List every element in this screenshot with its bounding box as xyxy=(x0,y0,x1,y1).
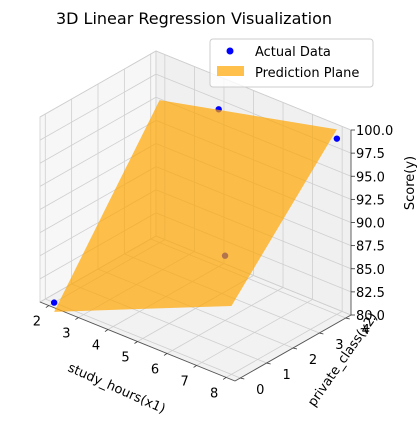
legend-label-prediction-plane: Prediction Plane xyxy=(255,66,359,81)
x-tick-mark xyxy=(222,377,227,380)
x-tick-mark xyxy=(104,329,109,332)
plot-content xyxy=(50,100,341,312)
y-tick-label: 4 xyxy=(362,323,370,338)
legend: Actual Data Prediction Plane xyxy=(209,38,374,88)
y-tick-label: 2 xyxy=(309,353,317,368)
y-tick-label: 1 xyxy=(282,368,290,383)
z-tick-label: 95.0 xyxy=(356,170,385,185)
y-tick-mark xyxy=(345,317,350,320)
z-gridline-left xyxy=(39,50,157,118)
x-tick-label: 3 xyxy=(62,327,70,342)
z-gridline-left xyxy=(39,96,157,164)
z-gridline-left xyxy=(39,73,157,141)
legend-marker-actual-data xyxy=(226,47,234,55)
x-tick-mark xyxy=(163,353,168,356)
x-tick-mark xyxy=(75,317,79,320)
z-tick-label: 97.5 xyxy=(356,147,385,162)
z-tick-label: 80.0 xyxy=(356,309,385,324)
prediction-plane xyxy=(54,100,337,312)
z-tick-label: 100.0 xyxy=(356,124,393,139)
z-tick-label: 82.5 xyxy=(356,286,385,301)
data-point xyxy=(50,299,58,306)
z-tick-label: 90.0 xyxy=(356,217,385,232)
x-tick-label: 7 xyxy=(180,374,188,389)
x-tick-mark xyxy=(134,341,138,344)
x-tick-label: 2 xyxy=(33,315,41,330)
y-tick-mark xyxy=(240,377,245,380)
z-gridline-back xyxy=(155,50,352,131)
legend-marker-prediction-plane xyxy=(217,66,244,76)
x-tick-label: 5 xyxy=(121,351,129,366)
y-tick-mark xyxy=(319,332,324,335)
x-tick-label: 4 xyxy=(92,339,100,354)
z-tick-label: 87.5 xyxy=(356,240,385,255)
z-axis-label: Score(y) xyxy=(403,156,418,210)
x-tick-label: 6 xyxy=(151,362,159,377)
legend-box xyxy=(209,38,374,88)
z-gridline-left xyxy=(39,120,157,187)
z-tick-label: 92.5 xyxy=(356,193,385,208)
legend-label-actual-data: Actual Data xyxy=(255,45,331,60)
y-gridline-floor xyxy=(45,298,241,379)
x-tick-mark xyxy=(193,365,197,368)
y-tick-mark xyxy=(266,362,271,365)
z-tick-label: 85.0 xyxy=(356,263,385,278)
chart-title: 3D Linear Regression Visualization xyxy=(56,9,332,28)
y-tick-mark xyxy=(292,347,298,350)
data-point xyxy=(333,135,341,142)
y-tick-label: 0 xyxy=(256,383,264,398)
y-tick-label: 3 xyxy=(335,338,343,353)
x-tick-label: 8 xyxy=(210,386,218,401)
x-tick-mark xyxy=(45,305,50,308)
